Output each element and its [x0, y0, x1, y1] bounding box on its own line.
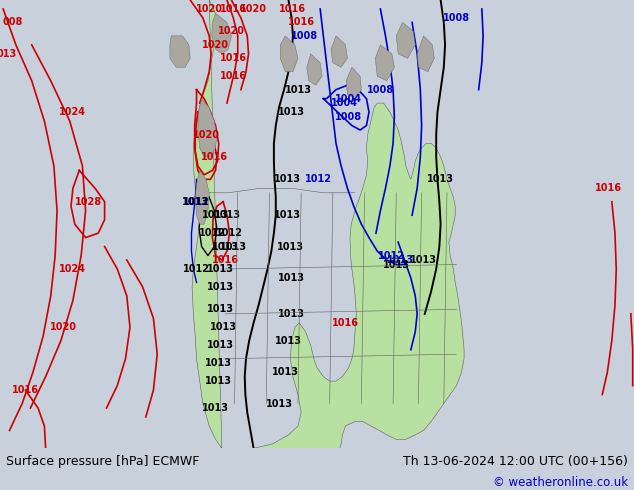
Text: 1013: 1013 [202, 403, 229, 413]
Polygon shape [170, 36, 190, 67]
Polygon shape [307, 54, 322, 85]
Text: 1020: 1020 [196, 4, 223, 14]
Text: 1012: 1012 [183, 264, 210, 274]
Text: 1008: 1008 [443, 13, 470, 23]
Text: 1016: 1016 [288, 18, 314, 27]
Text: 1013: 1013 [205, 376, 232, 386]
Text: 1008: 1008 [291, 31, 318, 41]
Text: 1028: 1028 [75, 197, 102, 207]
Text: Th 13-06-2024 12:00 UTC (00+156): Th 13-06-2024 12:00 UTC (00+156) [403, 455, 628, 468]
Text: 1016: 1016 [220, 4, 247, 14]
Text: 1013: 1013 [427, 174, 454, 184]
Text: 1016: 1016 [220, 71, 247, 81]
Polygon shape [346, 67, 361, 98]
Polygon shape [331, 36, 347, 67]
Text: 1020: 1020 [50, 322, 77, 332]
Text: 1012: 1012 [183, 197, 210, 207]
Text: 1013: 1013 [274, 174, 301, 184]
Text: 1013: 1013 [387, 255, 414, 265]
Text: 1013: 1013 [220, 242, 247, 251]
Text: 1013: 1013 [202, 210, 229, 220]
Polygon shape [375, 45, 394, 81]
Text: 1013: 1013 [207, 304, 234, 315]
Polygon shape [198, 98, 217, 157]
Text: 1020: 1020 [240, 4, 267, 14]
Polygon shape [280, 36, 298, 72]
Text: 1016: 1016 [201, 152, 228, 162]
Text: 1013: 1013 [207, 340, 234, 350]
Text: 1013: 1013 [278, 273, 305, 283]
Text: 1013: 1013 [274, 210, 301, 220]
Text: 1013: 1013 [275, 336, 302, 346]
Polygon shape [212, 13, 231, 54]
Text: 1012: 1012 [305, 174, 332, 184]
Text: 1024: 1024 [60, 264, 86, 274]
Polygon shape [396, 23, 415, 58]
Text: 1013: 1013 [278, 107, 305, 117]
Text: 1013: 1013 [210, 322, 236, 332]
Text: 1013: 1013 [272, 367, 299, 377]
Text: 1013: 1013 [212, 242, 238, 251]
Polygon shape [192, 0, 464, 448]
Text: 1016: 1016 [595, 183, 622, 194]
Text: 1013: 1013 [207, 282, 234, 292]
Text: 1020: 1020 [218, 26, 245, 36]
Text: 1016: 1016 [280, 4, 306, 14]
Text: 1008: 1008 [335, 112, 362, 122]
Text: 1012: 1012 [199, 228, 226, 238]
Text: 1013: 1013 [205, 358, 232, 368]
Text: 013: 013 [0, 49, 16, 59]
Text: 1024: 1024 [60, 107, 86, 117]
Text: 1013: 1013 [410, 255, 437, 265]
Text: 1013: 1013 [182, 197, 209, 207]
Text: 008: 008 [3, 18, 23, 27]
Text: 1004: 1004 [335, 94, 362, 104]
Polygon shape [195, 171, 209, 224]
Text: © weatheronline.co.uk: © weatheronline.co.uk [493, 476, 628, 489]
Text: 1013: 1013 [383, 260, 410, 270]
Text: 1016: 1016 [220, 53, 247, 63]
Text: 1013: 1013 [278, 309, 305, 319]
Text: 1004: 1004 [331, 98, 358, 108]
Polygon shape [417, 36, 434, 72]
Text: 1016: 1016 [212, 255, 238, 265]
Text: 1013: 1013 [207, 264, 234, 274]
Text: 1016: 1016 [332, 318, 359, 328]
Text: 1013: 1013 [214, 210, 240, 220]
Text: 1013: 1013 [285, 85, 311, 95]
Text: Surface pressure [hPa] ECMWF: Surface pressure [hPa] ECMWF [6, 455, 200, 468]
Text: 1020: 1020 [202, 40, 229, 50]
Text: 1013: 1013 [266, 398, 292, 409]
Text: 1012: 1012 [216, 228, 243, 238]
Text: 1008: 1008 [367, 85, 394, 95]
Text: 1012: 1012 [378, 250, 405, 261]
Text: 1013: 1013 [277, 242, 304, 251]
Text: 1020: 1020 [193, 129, 219, 140]
Text: 1016: 1016 [12, 385, 39, 395]
